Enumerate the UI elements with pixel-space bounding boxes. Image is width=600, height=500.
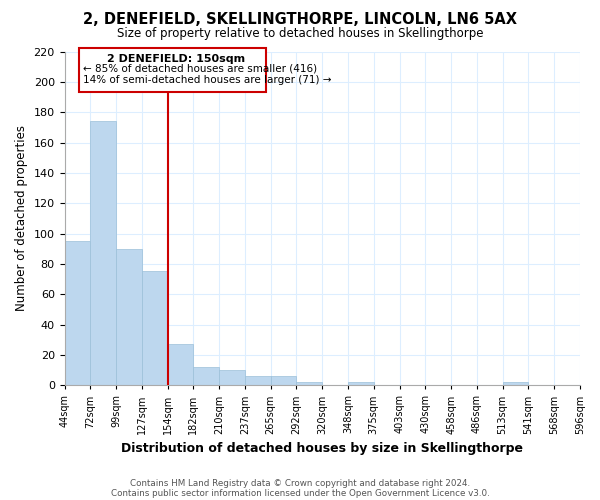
Bar xyxy=(219,370,245,386)
Bar xyxy=(348,382,374,386)
FancyBboxPatch shape xyxy=(79,48,266,92)
Bar xyxy=(193,367,219,386)
Text: Contains HM Land Registry data © Crown copyright and database right 2024.: Contains HM Land Registry data © Crown c… xyxy=(130,478,470,488)
X-axis label: Distribution of detached houses by size in Skellingthorpe: Distribution of detached houses by size … xyxy=(121,442,523,455)
Bar xyxy=(296,382,322,386)
Text: 2, DENEFIELD, SKELLINGTHORPE, LINCOLN, LN6 5AX: 2, DENEFIELD, SKELLINGTHORPE, LINCOLN, L… xyxy=(83,12,517,28)
Bar xyxy=(503,382,529,386)
Bar xyxy=(142,272,167,386)
Bar xyxy=(91,122,116,386)
Text: Size of property relative to detached houses in Skellingthorpe: Size of property relative to detached ho… xyxy=(117,28,483,40)
Y-axis label: Number of detached properties: Number of detached properties xyxy=(15,126,28,312)
Text: Contains public sector information licensed under the Open Government Licence v3: Contains public sector information licen… xyxy=(110,488,490,498)
Text: 14% of semi-detached houses are larger (71) →: 14% of semi-detached houses are larger (… xyxy=(83,75,331,85)
Bar xyxy=(271,376,296,386)
Text: ← 85% of detached houses are smaller (416): ← 85% of detached houses are smaller (41… xyxy=(83,64,317,74)
Bar xyxy=(65,241,91,386)
Bar xyxy=(167,344,193,386)
Bar xyxy=(116,248,142,386)
Bar xyxy=(245,376,271,386)
Text: 2 DENEFIELD: 150sqm: 2 DENEFIELD: 150sqm xyxy=(107,54,245,64)
